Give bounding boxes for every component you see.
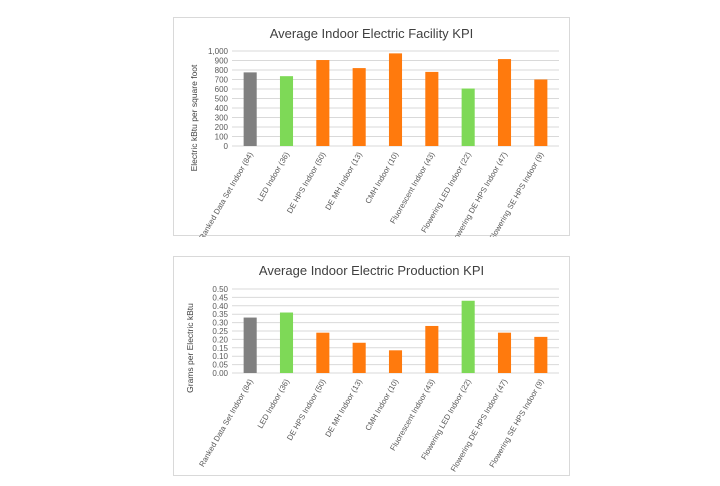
bar [534, 336, 548, 373]
x-tick-label: CMH Indoor (10) [363, 377, 400, 432]
bar [279, 76, 294, 146]
y-tick-label: 800 [215, 66, 229, 75]
y-tick-label: 0.25 [212, 327, 228, 336]
bar [461, 300, 475, 373]
chart-title: Average Indoor Electric Facility KPI [269, 26, 474, 41]
y-tick-label: 700 [215, 76, 229, 85]
y-tick-label: 0.40 [212, 302, 228, 311]
x-tick-label: DE MH Indoor (13) [323, 377, 364, 439]
x-tick-label: LED Indoor (36) [256, 377, 292, 430]
y-tick-label: 0.10 [212, 352, 228, 361]
facility-kpi-chart: Average Indoor Electric Facility KPI Ele… [173, 17, 570, 237]
y-tick-label: 0.15 [212, 344, 228, 353]
bar [243, 72, 257, 146]
production-kpi-chart: Average Indoor Electric Production KPI G… [173, 256, 570, 476]
bar [388, 350, 403, 373]
x-tick-label: DE HPS Indoor (50) [285, 377, 328, 442]
bar [352, 342, 366, 373]
production-kpi-plot: 0.000.050.100.150.200.250.300.350.400.45… [197, 285, 559, 473]
bar [279, 312, 294, 373]
y-tick-label: 0.35 [212, 310, 228, 319]
bar [425, 325, 439, 373]
y-tick-label: 900 [215, 57, 229, 66]
bar [352, 68, 366, 146]
y-tick-label: 0 [224, 142, 229, 151]
bar [388, 53, 403, 146]
y-tick-label: 500 [215, 95, 229, 104]
bar [497, 59, 512, 147]
y-tick-label: 0.45 [212, 293, 228, 302]
bar [461, 88, 475, 146]
y-tick-label: 100 [215, 133, 229, 142]
y-tick-label: 200 [215, 123, 229, 132]
bar [316, 332, 330, 373]
y-tick-label: 300 [215, 114, 229, 123]
y-tick-label: 1,000 [208, 47, 229, 56]
bar [534, 79, 548, 146]
y-tick-label: 0.50 [212, 285, 228, 294]
chart-title: Average Indoor Electric Production KPI [258, 263, 485, 278]
y-tick-label: 0.00 [212, 369, 228, 378]
x-tick-label: DE MH Indoor (13) [323, 150, 364, 212]
x-tick-label: Ranked Data Set Indoor (84) [197, 377, 255, 468]
y-tick-label: 400 [215, 104, 229, 113]
y-tick-label: 0.30 [212, 319, 228, 328]
bar [497, 332, 512, 373]
bar [316, 60, 330, 146]
x-tick-label: CMH Indoor (10) [363, 150, 400, 205]
x-tick-label: DE HPS Indoor (50) [285, 150, 328, 215]
bar [243, 317, 257, 373]
x-tick-label: LED Indoor (36) [256, 150, 292, 203]
y-tick-label: 0.05 [212, 361, 228, 370]
y-tick-label: 600 [215, 85, 229, 94]
bar [425, 71, 439, 146]
y-tick-label: 0.20 [212, 335, 228, 344]
x-tick-label: Ranked Data Set Indoor (84) [197, 150, 255, 237]
